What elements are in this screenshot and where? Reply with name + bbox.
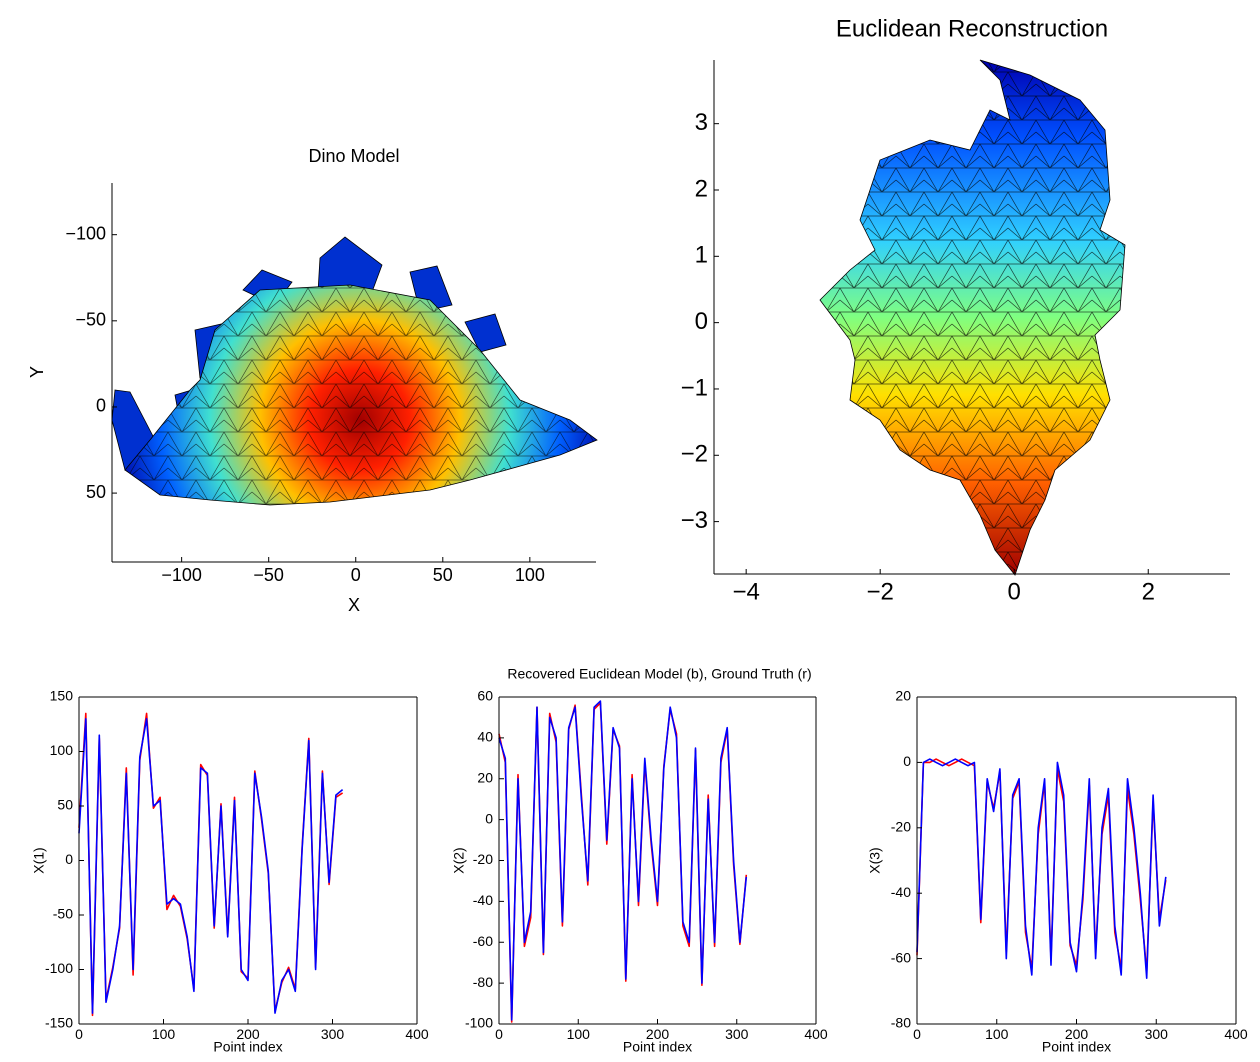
data-line (78, 717, 344, 1014)
x-tick-label: −50 (253, 565, 284, 585)
x-tick-label: 2 (1142, 579, 1155, 606)
y-axis-label: X(1) (31, 847, 47, 873)
x-tick-label: 400 (1224, 1026, 1248, 1042)
x-tick-label: 100 (567, 1026, 591, 1042)
x-tick-label: 300 (321, 1026, 345, 1042)
x-tick-label: 0 (75, 1026, 83, 1042)
y-tick-label: -100 (465, 1015, 493, 1031)
y-tick-label: -20 (473, 851, 493, 867)
y-tick-label: -60 (473, 933, 493, 949)
x-tick-label: 200 (646, 1026, 670, 1042)
y-tick-label: −100 (65, 223, 106, 243)
chart-title: Dino Model (308, 146, 399, 166)
x-axis-label: Point index (1042, 1039, 1111, 1055)
x-tick-label: −2 (867, 579, 894, 606)
x-tick-label: 100 (515, 565, 545, 585)
y-tick-label: −2 (681, 441, 708, 468)
x-axis-label: Point index (213, 1039, 282, 1055)
chart-title: Euclidean Reconstruction (836, 15, 1108, 42)
y-tick-label: 0 (695, 308, 708, 335)
y-tick-label: 0 (96, 396, 106, 416)
y-tick-label: 2 (695, 175, 708, 202)
y-axis-label: X(3) (867, 847, 883, 873)
x-tick-label: 400 (804, 1026, 828, 1042)
data-line (498, 700, 748, 1021)
y-tick-label: 20 (895, 688, 911, 704)
y-tick-label: 0 (65, 851, 73, 867)
x-tick-label: 0 (351, 565, 361, 585)
x-axis-label: Point index (623, 1039, 692, 1055)
y-tick-label: 40 (477, 729, 493, 745)
x-tick-label: −4 (732, 579, 759, 606)
y-tick-label: -80 (891, 1015, 911, 1031)
y-tick-label: −50 (75, 310, 106, 330)
y-tick-label: 0 (903, 753, 911, 769)
y-tick-label: -20 (891, 819, 911, 835)
y-tick-label: 20 (477, 769, 493, 785)
y-tick-label: -80 (473, 974, 493, 990)
y-tick-label: -40 (473, 892, 493, 908)
chart-title: Recovered Euclidean Model (b), Ground Tr… (507, 666, 811, 682)
x-tick-label: −100 (161, 565, 202, 585)
y-tick-label: -40 (891, 884, 911, 900)
y-tick-label: 50 (86, 482, 106, 502)
y-tick-label: -50 (53, 906, 73, 922)
x-tick-label: 50 (433, 565, 453, 585)
y-tick-label: 50 (57, 797, 73, 813)
x-tick-label: 200 (1065, 1026, 1089, 1042)
reconstruction-mesh (819, 59, 1126, 576)
y-tick-label: -100 (45, 960, 73, 976)
y-tick-label: −3 (681, 507, 708, 534)
data-line (916, 758, 1167, 980)
y-tick-label: 60 (477, 688, 493, 704)
x-tick-label: 300 (1145, 1026, 1169, 1042)
dino-mesh (111, 236, 598, 506)
y-axis-label: X(2) (451, 847, 467, 873)
x-tick-label: 100 (152, 1026, 176, 1042)
x-tick-label: 0 (495, 1026, 503, 1042)
y-tick-label: -60 (891, 949, 911, 965)
x-tick-label: 0 (1008, 579, 1021, 606)
y-axis-label: Y (27, 366, 47, 378)
x-tick-label: 0 (913, 1026, 921, 1042)
y-tick-label: 1 (695, 242, 708, 269)
y-tick-label: 3 (695, 109, 708, 136)
x-tick-label: 200 (236, 1026, 260, 1042)
y-tick-label: 150 (50, 688, 74, 704)
y-tick-label: −1 (681, 374, 708, 401)
x-tick-label: 100 (985, 1026, 1009, 1042)
x-axis-label: X (348, 595, 360, 615)
y-tick-label: 100 (50, 742, 74, 758)
x-tick-label: 300 (725, 1026, 749, 1042)
y-tick-label: -150 (45, 1015, 73, 1031)
y-tick-label: 0 (485, 810, 493, 826)
x-tick-label: 400 (405, 1026, 429, 1042)
